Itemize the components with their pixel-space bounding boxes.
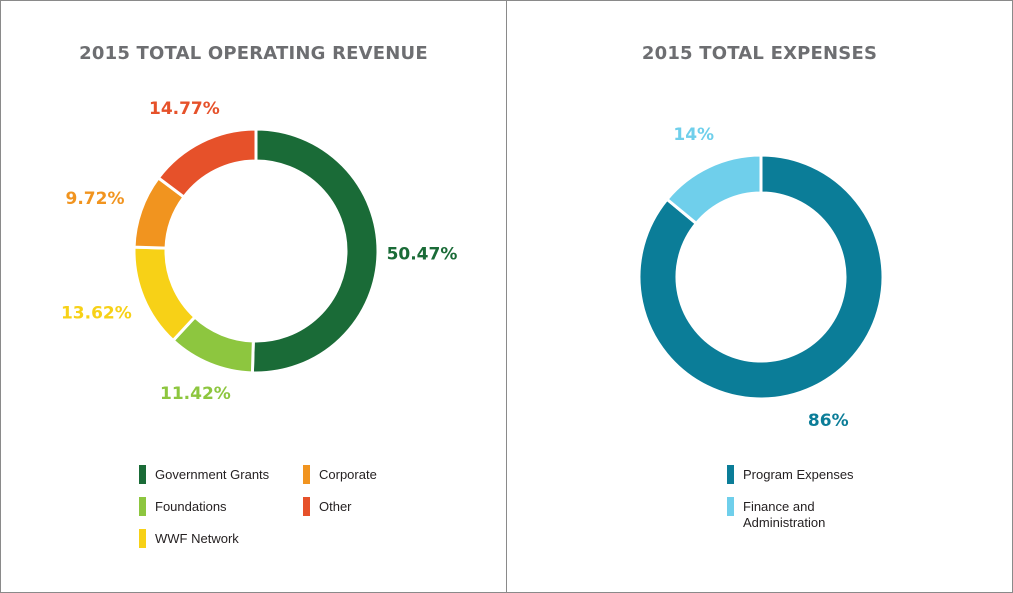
legend-swatch [139, 465, 146, 484]
legend-item-corporate: Corporate [303, 465, 377, 484]
expenses-chart-title: 2015 TOTAL EXPENSES [641, 43, 878, 64]
donut-slice-wwf-network [132, 245, 197, 343]
legend-label: Government Grants [155, 467, 270, 482]
data-label-program-expenses: 86% [808, 411, 849, 431]
revenue-donut-chart: 50.47% 11.42% 13.62% 9.72% 14.77% [61, 99, 458, 404]
legend-label: Program Expenses [743, 467, 854, 482]
data-label-wwf-network: 13.62% [61, 304, 132, 324]
legend-item-program-expenses: Program Expenses [727, 465, 854, 484]
donut-slice-other [156, 127, 258, 200]
legend-swatch [727, 465, 734, 484]
data-label-government-grants: 50.47% [387, 244, 458, 264]
data-label-corporate: 9.72% [66, 189, 125, 209]
legend-swatch [139, 529, 146, 548]
legend-item-foundations: Foundations [139, 497, 227, 516]
legend-label: WWF Network [155, 531, 239, 546]
expenses-panel: 2015 TOTAL EXPENSES 86% 14% Program Expen… [507, 1, 1012, 592]
data-label-foundations: 11.42% [160, 384, 231, 404]
data-label-other: 14.77% [149, 99, 220, 119]
revenue-chart-title: 2015 TOTAL OPERATING REVENUE [79, 43, 428, 64]
legend-swatch [303, 497, 310, 516]
donut-slice-program-expenses [637, 153, 885, 401]
data-label-finance-and-administration: 14% [673, 125, 714, 145]
legend-label: Foundations [155, 499, 227, 514]
legend-item-government-grants: Government Grants [139, 465, 270, 484]
panel-divider [506, 1, 507, 592]
donut-slice-finance-and-administration [664, 153, 763, 226]
legend-swatch [303, 465, 310, 484]
legend-label: Other [319, 499, 352, 514]
legend-swatch [139, 497, 146, 516]
expenses-donut-chart: 86% 14% [637, 125, 885, 431]
legend-swatch [727, 497, 734, 516]
legend-item-other: Other [303, 497, 352, 516]
legend-label: Finance and Administration [743, 499, 826, 530]
legend-item-finance-and-administration: Finance and Administration [727, 497, 833, 531]
legend-item-wwf-network: WWF Network [139, 529, 239, 548]
donut-slice-government-grants [250, 127, 380, 375]
revenue-panel: 2015 TOTAL OPERATING REVENUE 50.47% 11.42… [1, 1, 506, 592]
legend-label: Corporate [319, 467, 377, 482]
